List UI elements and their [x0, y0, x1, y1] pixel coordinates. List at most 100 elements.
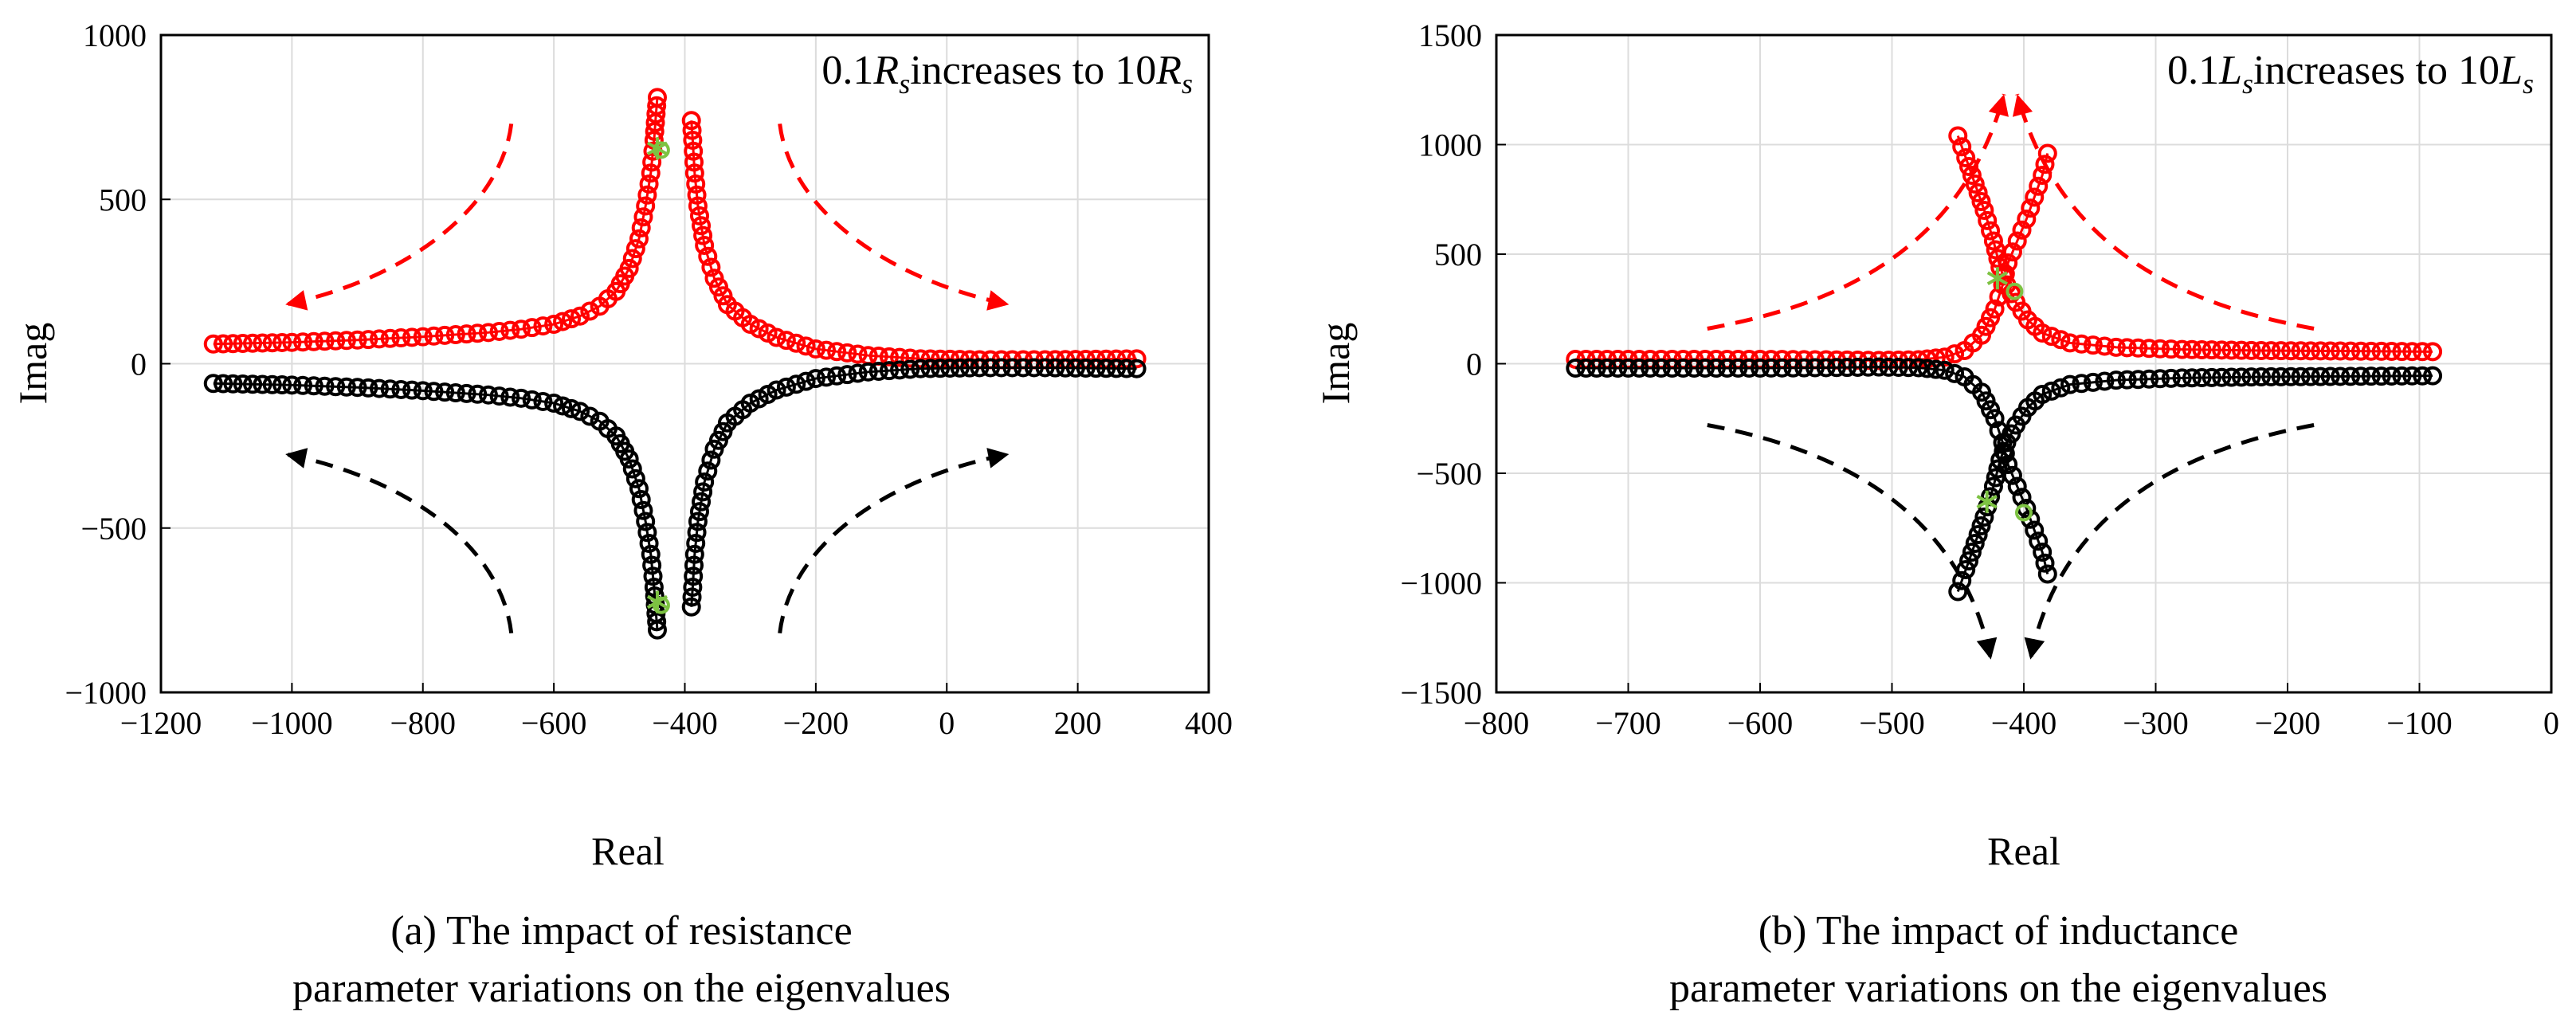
eigenvalue-point [682, 587, 702, 607]
eigenvalue-point [858, 362, 878, 382]
eigenvalue-point [1962, 166, 1982, 185]
eigenvalue-point [413, 327, 433, 347]
panel-b-annotation-middle: increases to 10 [2253, 48, 2500, 93]
eigenvalue-point [304, 376, 323, 396]
panel-a-caption-line-2: parameter variations on the eigenvalues [292, 966, 951, 1011]
panel-b-annotation-subscript-2: s [2523, 68, 2534, 100]
eigenvalue-point [315, 376, 335, 396]
y-tick-label: 1500 [1418, 18, 1482, 53]
direction-arrow [2028, 423, 2315, 660]
eigenvalue-point [2331, 341, 2351, 361]
eigenvalue-point [2021, 198, 2041, 218]
panel-a-annotation: 0.1Rsincreases to 10Rs [821, 48, 1193, 100]
eigenvalue-point [214, 374, 233, 394]
direction-arrow [1707, 423, 1994, 660]
eigenvalue-point [647, 96, 667, 116]
eigenvalue-point [890, 360, 910, 380]
panel-a-caption-line-1: (a) The impact of resistance [390, 908, 852, 954]
eigenvalue-point [687, 185, 707, 205]
eigenvalue-point [837, 365, 857, 385]
eigenvalue-point [391, 328, 411, 348]
eigenvalue-point [203, 334, 223, 354]
eigenvalue-point [2221, 340, 2241, 360]
eigenvalue-point [380, 328, 400, 348]
locus-line [213, 97, 659, 346]
eigenvalue-point [369, 378, 389, 398]
direction-arrow [284, 123, 514, 307]
eigenvalue-point [2331, 367, 2351, 386]
eigenvalue-point [2192, 339, 2212, 359]
eigenvalue-point [2261, 367, 2281, 386]
eigenvalue-point [1971, 192, 1991, 211]
eigenvalue-point [1985, 409, 2005, 429]
eigenvalue-point [2232, 367, 2252, 387]
eigenvalue-point [522, 318, 542, 338]
eigenvalue-point [1586, 359, 1606, 378]
panel-b-xlabel: Real [1987, 829, 2060, 873]
y-tick-label: 1000 [83, 18, 147, 53]
eigenvalue-point [631, 490, 651, 509]
arrowhead [2012, 94, 2033, 117]
eigenvalue-point [970, 358, 990, 378]
eigenvalue-point [380, 379, 400, 399]
panel-a-plot-area [203, 88, 1147, 640]
locus-line [690, 366, 1137, 607]
eigenvalue-point [2033, 385, 2053, 404]
eigenvalue-point [1816, 358, 1836, 378]
eigenvalue-point [402, 327, 422, 347]
eigenvalue-point [2271, 341, 2291, 361]
eigenvalue-point [580, 301, 600, 321]
y-tick-label: 500 [1434, 237, 1482, 272]
eigenvalue-point [553, 312, 573, 331]
eigenvalue-point [1959, 157, 1979, 176]
eigenvalue-point [2007, 231, 2027, 251]
eigenvalue-point [681, 111, 701, 131]
eigenvalue-point [1641, 359, 1660, 378]
eigenvalue-point [920, 359, 940, 378]
eigenvalue-point [253, 333, 272, 353]
eigenvalue-point [642, 555, 662, 575]
eigenvalue-point [478, 323, 498, 343]
eigenvalue-point [2320, 341, 2340, 361]
eigenvalue-point [326, 331, 346, 351]
eigenvalue-point [544, 394, 564, 413]
eigenvalue-point [1566, 359, 1586, 378]
locus-line [1956, 135, 2433, 353]
eigenvalue-point [2423, 366, 2443, 386]
eigenvalue-point [625, 239, 645, 259]
eigenvalue-point [1065, 358, 1085, 378]
eigenvalue-point [2172, 368, 2192, 388]
eigenvalue-point [1826, 358, 1846, 378]
eigenvalue-point [1868, 357, 1888, 377]
panel-a-annotation-subscript-1: s [899, 68, 910, 100]
panel-b-plot-area [1566, 93, 2443, 660]
nominal-asterisk-marker [1976, 490, 1998, 513]
eigenvalue-point [911, 359, 931, 378]
eigenvalue-point [1959, 551, 1979, 570]
eigenvalue-point [468, 384, 488, 404]
eigenvalue-point [570, 402, 590, 421]
arrowhead [1976, 637, 1998, 660]
panel-b-annotation-subscript-1: s [2242, 68, 2253, 100]
panel-a-annotation-symbol-2: R [1155, 48, 1182, 93]
x-tick-label: −800 [1464, 705, 1530, 741]
eigenvalue-point [2423, 342, 2443, 362]
eigenvalue-point [2025, 187, 2045, 207]
eigenvalue-point [991, 358, 1011, 378]
eigenvalue-point [636, 512, 656, 531]
x-tick-label: 0 [939, 705, 955, 741]
eigenvalue-point [2072, 374, 2092, 394]
eigenvalue-point [981, 358, 1001, 378]
eigenvalue-point [2311, 367, 2331, 386]
x-tick-label: −1000 [251, 705, 333, 741]
y-tick-label: −500 [80, 511, 147, 547]
eigenvalue-point [817, 367, 837, 387]
panel-b-annotation-symbol-2: L [2499, 48, 2523, 93]
eigenvalue-point [2128, 338, 2148, 358]
arrowhead [285, 448, 308, 468]
eigenvalue-point [544, 315, 564, 334]
eigenvalue-point [2128, 370, 2148, 390]
eigenvalue-point [796, 336, 816, 356]
panel-b-annotation: 0.1Lsincreases to 10Ls [2167, 48, 2534, 100]
eigenvalue-point [2060, 333, 2080, 353]
